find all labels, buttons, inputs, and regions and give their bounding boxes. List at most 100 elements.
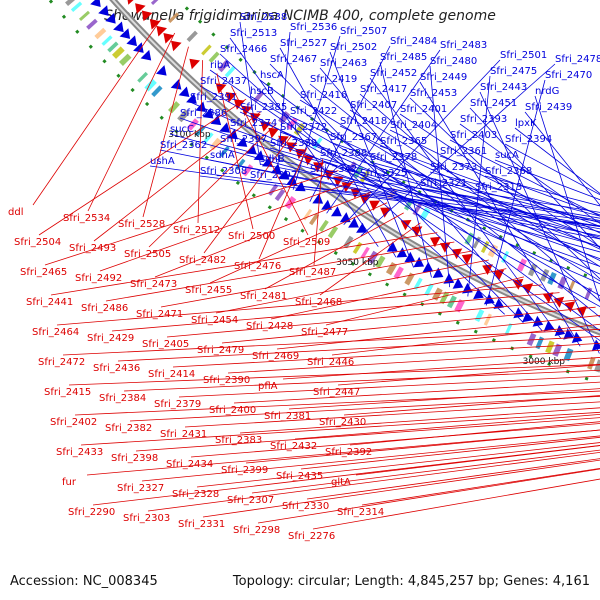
reverse-leader-line [203, 135, 292, 254]
reverse-leader-line [123, 369, 600, 392]
forward-leader-line [269, 147, 600, 238]
reverse-gene-label: Sfri_2314 [337, 507, 384, 518]
forward-gene-arrow [90, 0, 101, 7]
gc-marker-outer [48, 0, 54, 4]
gc-marker-outer [491, 338, 496, 343]
reverse-gene-label: Sfri_2469 [252, 351, 299, 362]
reverse-leader-line [257, 468, 600, 524]
gc-marker-outer [317, 239, 322, 245]
forward-leader-line [299, 99, 600, 282]
reverse-leader-line [62, 328, 600, 356]
forward-gene-arrow [532, 315, 544, 327]
gc-marker-inner [238, 57, 243, 62]
reverse-gene-arrow [295, 148, 306, 160]
forward-gene-arrow [186, 93, 197, 104]
forward-gene-label: Sfri_2480 [430, 56, 477, 67]
reverse-gene-label: Sfri_2486 [81, 303, 128, 314]
cog-block-outer [545, 340, 555, 354]
reverse-leader-line [325, 276, 524, 326]
cog-block-outer [79, 10, 90, 21]
cog-block-outer [187, 118, 199, 131]
gc-marker-outer [350, 261, 355, 266]
reverse-leader-line [184, 401, 600, 428]
reverse-gene-label: Sfri_2327 [117, 483, 164, 494]
forward-gene-arrow [386, 241, 398, 252]
cog-block-outer [439, 291, 450, 305]
forward-gene-arrow [554, 325, 566, 337]
forward-leader-line [534, 95, 600, 303]
reverse-leader-line [276, 315, 600, 350]
forward-leader-line [239, 111, 600, 275]
reverse-gene-label: Sfri_2276 [288, 531, 335, 542]
reverse-gene-arrow [189, 58, 200, 70]
forward-gene-label: sucA [495, 150, 519, 161]
reverse-gene-label: Sfri_2298 [233, 525, 280, 536]
reverse-gene-label: Sfri_2379 [154, 399, 201, 410]
cog-block-outer [86, 18, 98, 30]
cog-block-outer [474, 309, 485, 323]
reverse-leader-line [209, 202, 388, 284]
forward-gene-arrow [98, 5, 109, 16]
forward-gene-label: Sfri_2416 [300, 90, 347, 101]
gc-marker-outer [88, 44, 93, 49]
cog-block-inner [286, 117, 298, 130]
reverse-leader-line [343, 395, 600, 416]
gc-marker-outer [130, 87, 135, 93]
reverse-gene-arrow [400, 220, 412, 231]
reverse-leader-line [142, 46, 189, 218]
cog-block-outer [107, 41, 119, 53]
reverse-gene-label: Sfri_2303 [123, 513, 170, 524]
reverse-gene-label: Sfri_2383 [215, 435, 262, 446]
forward-gene-label: ribA [210, 60, 230, 71]
forward-leader-line [360, 63, 556, 237]
forward-gene-arrow [113, 21, 124, 33]
forward-leader-line [219, 53, 505, 315]
reverse-leader-line [349, 421, 600, 446]
cog-block-outer [374, 255, 386, 269]
forward-gene-arrow [473, 288, 484, 300]
reverse-leader-line [166, 299, 578, 338]
gc-marker-outer [235, 180, 241, 186]
cog-block-outer [327, 225, 339, 239]
gc-marker-inner [197, 19, 203, 24]
forward-gene-label: Sfri_2393 [460, 114, 507, 125]
cog-block-inner [360, 170, 370, 183]
cog-block-inner [168, 12, 179, 23]
forward-leader-line [209, 69, 600, 342]
forward-gene-label: Sfri_2470 [545, 70, 592, 81]
cog-block-outer [587, 356, 596, 370]
forward-leader-line [524, 111, 600, 206]
gc-marker-outer [283, 217, 289, 222]
reverse-gene-label: Sfri_2504 [14, 237, 61, 248]
reverse-leader-line [154, 191, 371, 278]
forward-gene-label: Sfri_2501 [500, 50, 547, 61]
cog-block-inner [346, 161, 357, 174]
gc-marker-inner [211, 32, 216, 37]
forward-gene-label: Sfri_2536 [290, 22, 337, 33]
cog-block-outer [203, 132, 214, 144]
forward-gene-label: sdhB [260, 154, 285, 165]
reverse-gene-label: fur [62, 477, 77, 488]
forward-leader-line [439, 155, 600, 216]
forward-gene-label: Sfri_2478 [555, 54, 600, 65]
forward-gene-label: Sfri_2419 [310, 74, 357, 85]
map-title: Shewanella frigidimarina NCIMB 400, comp… [104, 8, 496, 24]
forward-gene-label: Sfri_2378 [370, 152, 417, 163]
reverse-gene-label: Sfri_2399 [221, 465, 268, 476]
forward-gene-label: Sfri_2297 [250, 170, 297, 181]
forward-gene-label: Sfri_2342 [310, 164, 357, 175]
cog-block-inner [487, 244, 499, 258]
forward-gene-arrow [245, 144, 257, 155]
forward-gene-label: Sfri_2404 [390, 120, 437, 131]
reverse-leader-line [74, 390, 600, 416]
forward-leader-line [189, 101, 600, 285]
reverse-gene-arrow [141, 10, 153, 22]
forward-leader-line [159, 149, 600, 240]
forward-gene-arrow [513, 307, 524, 319]
reverse-gene-label: Sfri_2415 [44, 387, 91, 398]
reverse-gene-label: Sfri_2392 [325, 447, 372, 458]
cog-block-outer [343, 235, 354, 249]
gc-marker-outer [528, 354, 533, 359]
